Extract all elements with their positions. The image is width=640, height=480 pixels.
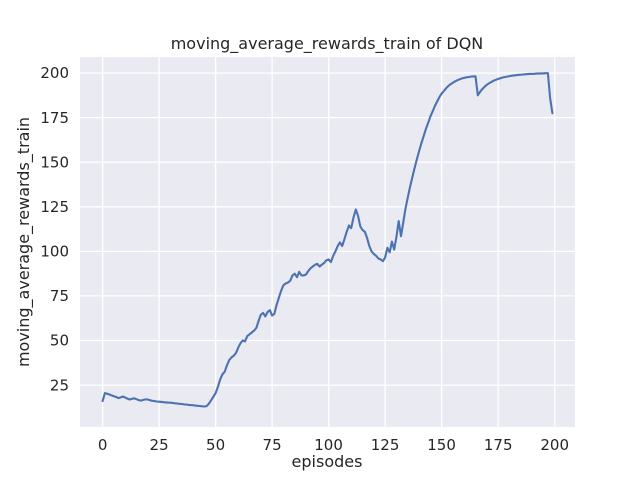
y-tick-label: 75 bbox=[50, 287, 69, 305]
chart-title: moving_average_rewards_train of DQN bbox=[171, 34, 484, 54]
x-tick-label: 100 bbox=[314, 436, 343, 454]
y-tick-label: 25 bbox=[50, 376, 69, 394]
y-axis-label: moving_average_rewards_train bbox=[14, 117, 34, 367]
x-tick-label: 125 bbox=[371, 436, 400, 454]
y-tick-label: 100 bbox=[40, 243, 69, 261]
x-tick-label: 150 bbox=[427, 436, 456, 454]
grid-layer bbox=[80, 57, 575, 427]
text-layer: moving_average_rewards_train of DQN epis… bbox=[14, 34, 483, 471]
x-tick-label: 50 bbox=[206, 436, 225, 454]
x-tick-label: 200 bbox=[540, 436, 569, 454]
x-tick-label: 75 bbox=[263, 436, 282, 454]
y-tick-label: 175 bbox=[40, 109, 69, 127]
series-line-moving-average-rewards-train bbox=[101, 72, 554, 408]
axes-background bbox=[80, 57, 575, 427]
x-tick-label: 25 bbox=[150, 436, 169, 454]
x-tick-label: 175 bbox=[484, 436, 513, 454]
y-tick-label: 150 bbox=[40, 153, 69, 171]
tick-label-layer: 0 25 50 75 100 125 150 175 200 25 50 75 100 125 150 175… bbox=[40, 64, 569, 454]
y-tick-label: 200 bbox=[40, 64, 69, 82]
x-axis-label: episodes bbox=[292, 452, 363, 471]
series-layer bbox=[101, 72, 554, 408]
y-tick-label: 125 bbox=[40, 198, 69, 216]
y-tick-label: 50 bbox=[50, 332, 69, 350]
x-tick-label: 0 bbox=[98, 436, 108, 454]
